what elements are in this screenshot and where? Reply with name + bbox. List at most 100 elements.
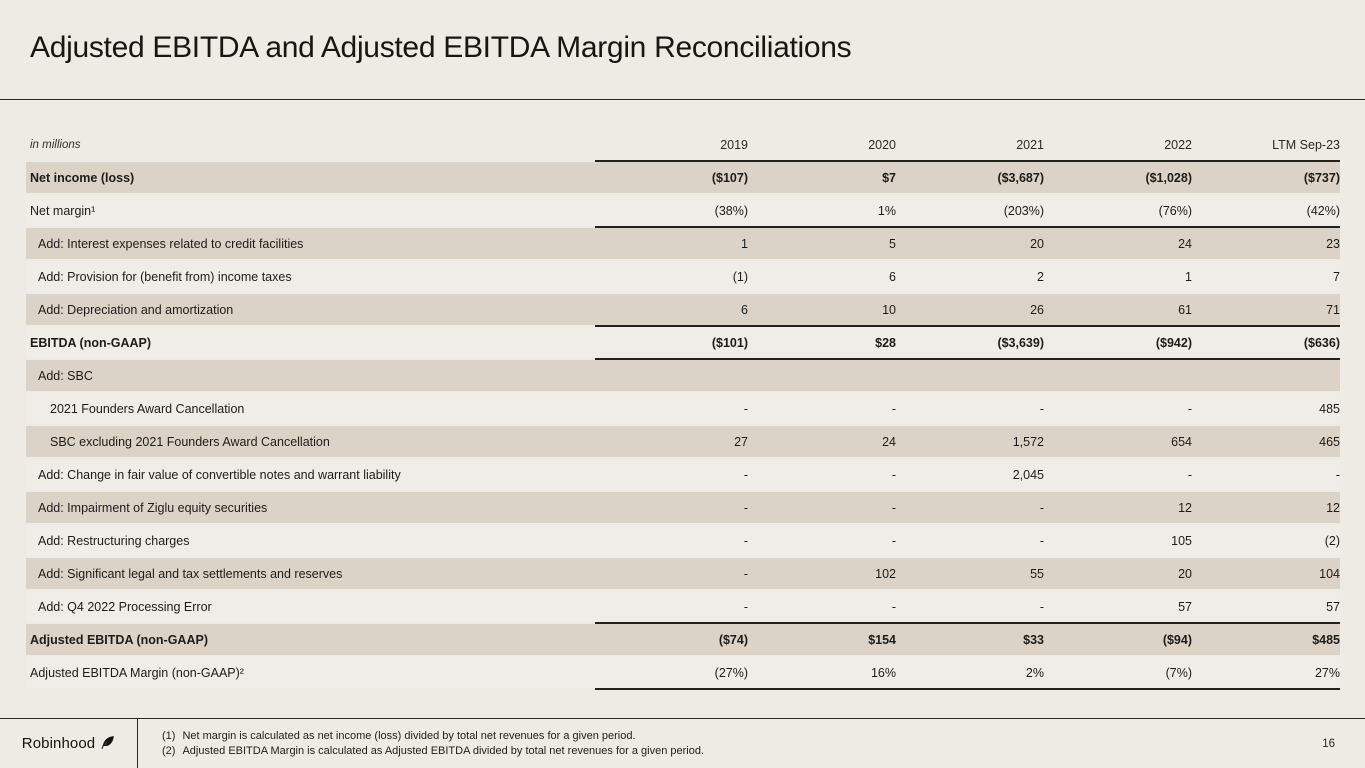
cell-value: 1% [877,203,896,218]
cell-value: ($3,687) [997,170,1044,185]
cell-value: 12 [1326,500,1340,515]
cell-value: - [743,566,748,581]
cell-value: 2 [1037,269,1044,284]
reconciliation-table: in millions 2019 2020 2021 2022 LTM Sep-… [26,130,1340,690]
cell-value: - [1187,401,1192,416]
page-title: Adjusted EBITDA and Adjusted EBITDA Marg… [30,31,852,64]
footnote-text: Net margin is calculated as net income (… [182,730,636,742]
cell-value: (27%) [714,665,748,680]
cell-value: 27 [734,434,748,449]
table-row-adjusted-ebitda: Adjusted EBITDA (non-GAAP) ($74) $154 $3… [26,622,1340,655]
column-header-2021: 2021 [1016,138,1044,152]
cell-value: (42%) [1306,203,1340,218]
table-row-convertible-notes: Add: Change in fair value of convertible… [26,459,1340,490]
table-row-depreciation: Add: Depreciation and amortization 6 10 … [26,294,1340,325]
table-row-ebitda: EBITDA (non-GAAP) ($101) $28 ($3,639) ($… [26,325,1340,360]
cell-value: (2) [1324,533,1340,548]
cell-value: 6 [741,302,748,317]
title-divider [0,99,1365,100]
cell-value: 485 [1319,401,1340,416]
cell-value: 654 [1171,434,1192,449]
cell-value: 2% [1025,665,1044,680]
cell-value: ($101) [711,335,748,350]
cell-value: - [891,599,896,614]
brand-logo: Robinhood [0,719,138,768]
cell-value: 1,572 [1012,434,1044,449]
table-header-row: in millions 2019 2020 2021 2022 LTM Sep-… [26,130,1340,160]
cell-value: 10 [882,302,896,317]
row-label: Add: Interest expenses related to credit… [38,236,304,251]
row-label: Net income (loss) [30,170,135,185]
row-label: Adjusted EBITDA Margin (non-GAAP)² [30,665,244,680]
table-row-founders-award: 2021 Founders Award Cancellation - - - -… [26,393,1340,424]
feather-icon [101,736,115,749]
cell-value: 20 [1030,236,1044,251]
cell-value: $7 [882,170,896,185]
cell-value: $154 [868,632,896,647]
row-label: Add: Q4 2022 Processing Error [38,599,212,614]
cell-value: 1 [1185,269,1192,284]
cell-value: 2,045 [1012,467,1044,482]
table-row-income-taxes: Add: Provision for (benefit from) income… [26,261,1340,292]
cell-value: - [891,401,896,416]
cell-value: 16% [870,665,896,680]
table-row-net-margin: Net margin¹ (38%) 1% (203%) (76%) (42%) [26,195,1340,228]
column-header-2020: 2020 [868,138,896,152]
footnote-marker: (2) [162,744,176,757]
cell-value: 20 [1178,566,1192,581]
footnotes: (1) Net margin is calculated as net inco… [138,719,1285,768]
cell-value: ($107) [711,170,748,185]
cell-value: 102 [875,566,896,581]
cell-value: (1) [732,269,748,284]
cell-value: 61 [1178,302,1192,317]
cell-value: - [891,500,896,515]
page-number: 16 [1322,737,1335,750]
table-row-restructuring: Add: Restructuring charges - - - 105 (2) [26,525,1340,556]
cell-value: 23 [1326,236,1340,251]
row-label: Add: Significant legal and tax settlemen… [38,566,343,581]
cell-value: - [743,401,748,416]
table-row-adjusted-ebitda-margin: Adjusted EBITDA Margin (non-GAAP)² (27%)… [26,657,1340,690]
cell-value: 6 [889,269,896,284]
cell-value: ($1,028) [1145,170,1192,185]
cell-value: 104 [1319,566,1340,581]
row-label: 2021 Founders Award Cancellation [50,401,245,416]
footnote-2: (2) Adjusted EBITDA Margin is calculated… [162,744,1285,759]
cell-value: - [743,467,748,482]
table-row-sbc-excluding: SBC excluding 2021 Founders Award Cancel… [26,426,1340,457]
cell-value: ($942) [1155,335,1192,350]
cell-value: ($74) [718,632,748,647]
row-label: Add: Depreciation and amortization [38,302,234,317]
cell-value: 71 [1326,302,1340,317]
row-label: EBITDA (non-GAAP) [30,335,152,350]
column-header-ltm: LTM Sep-23 [1272,138,1340,152]
cell-value: - [1039,500,1044,515]
row-label: Adjusted EBITDA (non-GAAP) [30,632,208,647]
footnote-marker: (1) [162,730,176,742]
table-row-sbc: Add: SBC [26,360,1340,391]
table-row-processing-error: Add: Q4 2022 Processing Error - - - 57 5… [26,591,1340,622]
cell-value: (203%) [1003,203,1044,218]
cell-value: $485 [1312,632,1340,647]
column-header-2022: 2022 [1164,138,1192,152]
cell-value: - [743,533,748,548]
cell-value: 12 [1178,500,1192,515]
cell-value: - [1039,533,1044,548]
cell-value: 465 [1319,434,1340,449]
table-row-net-income: Net income (loss) ($107) $7 ($3,687) ($1… [26,160,1340,193]
cell-value: 26 [1030,302,1044,317]
cell-value: ($94) [1162,632,1192,647]
column-header-2019: 2019 [720,138,748,152]
cell-value: 24 [882,434,896,449]
cell-value: (38%) [714,203,748,218]
cell-value: 5 [889,236,896,251]
cell-value: 105 [1171,533,1192,548]
cell-value: - [743,599,748,614]
table-row-interest-expenses: Add: Interest expenses related to credit… [26,228,1340,259]
row-label: Add: SBC [38,368,93,383]
cell-value: ($636) [1303,335,1340,350]
footnote-1: (1) Net margin is calculated as net inco… [162,729,1285,744]
cell-value: - [743,500,748,515]
footnote-text: Adjusted EBITDA Margin is calculated as … [182,744,705,757]
